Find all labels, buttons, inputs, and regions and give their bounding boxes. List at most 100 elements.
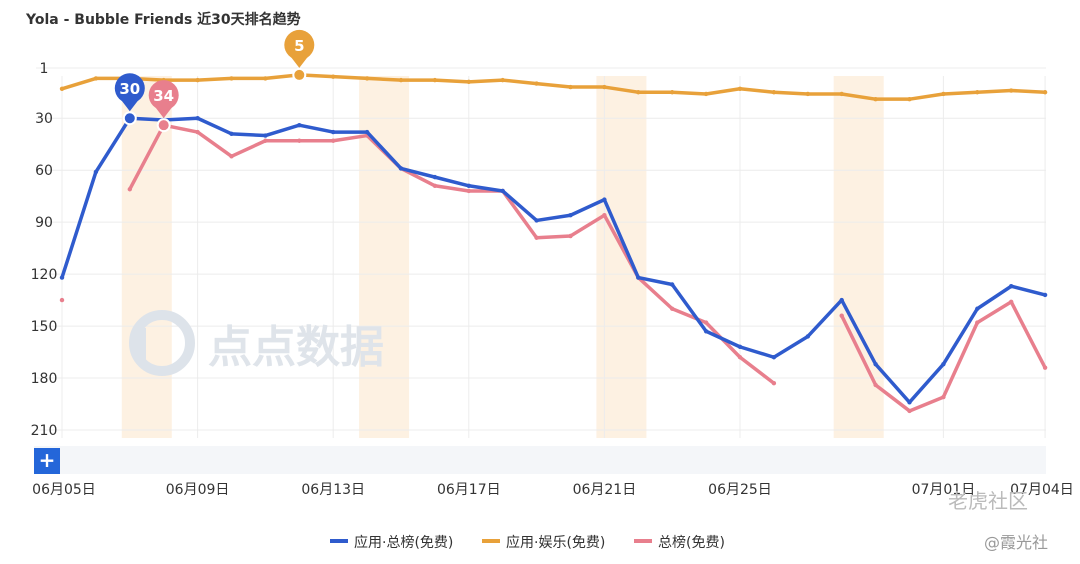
data-point[interactable] (1009, 284, 1014, 289)
data-point[interactable] (737, 86, 743, 91)
data-point[interactable] (670, 90, 675, 95)
data-point[interactable] (839, 313, 844, 318)
data-point[interactable] (941, 91, 946, 97)
data-point[interactable] (432, 174, 438, 180)
data-point[interactable] (229, 131, 234, 137)
data-point[interactable] (59, 275, 65, 280)
data-point[interactable] (771, 355, 777, 360)
data-point[interactable] (771, 90, 777, 95)
data-point[interactable] (737, 355, 743, 360)
data-point[interactable] (873, 96, 878, 102)
data-point[interactable] (873, 361, 878, 367)
data-point[interactable] (602, 213, 607, 218)
data-point[interactable] (873, 382, 878, 388)
data-point[interactable] (195, 77, 200, 83)
zoom-bar[interactable]: + (34, 446, 1046, 474)
data-point[interactable] (568, 233, 573, 239)
data-point[interactable] (839, 91, 844, 97)
data-point[interactable] (703, 91, 709, 97)
data-point[interactable] (364, 129, 370, 135)
data-point[interactable] (534, 81, 539, 86)
chart-title: Yola - Bubble Friends 近30天排名趋势 (25, 11, 301, 28)
data-point[interactable] (331, 74, 336, 79)
data-point[interactable] (297, 122, 302, 128)
data-point[interactable] (839, 297, 844, 303)
data-point[interactable] (771, 381, 777, 386)
watermark-brand: 点点数据 (208, 322, 384, 373)
data-point[interactable] (568, 213, 573, 218)
annotation-bubble-0: 30 (114, 73, 145, 126)
data-point[interactable] (466, 188, 471, 194)
data-point[interactable] (331, 129, 336, 135)
data-point[interactable] (907, 408, 912, 414)
data-point[interactable] (93, 169, 99, 175)
data-point[interactable] (398, 77, 404, 83)
data-point[interactable] (941, 361, 946, 367)
add-button-label[interactable]: + (39, 448, 56, 472)
data-point[interactable] (364, 76, 370, 81)
data-point[interactable] (636, 275, 641, 280)
data-point[interactable] (263, 138, 268, 143)
data-point[interactable] (59, 86, 65, 91)
data-point[interactable] (500, 188, 505, 194)
data-point[interactable] (466, 183, 471, 188)
data-point[interactable] (466, 79, 471, 85)
data-point[interactable] (1042, 365, 1048, 370)
data-point[interactable] (229, 76, 234, 81)
data-point[interactable] (93, 76, 99, 81)
data-point[interactable] (534, 235, 539, 240)
data-point[interactable] (805, 91, 810, 97)
series-line-2-seg-1 (128, 123, 776, 385)
legend-item-2[interactable]: 总榜(免费) (634, 534, 725, 551)
add-button[interactable] (34, 448, 60, 474)
data-point[interactable] (907, 96, 912, 102)
x-tick-label: 06月13日 (301, 482, 365, 498)
data-point[interactable] (805, 334, 810, 339)
legend-item-1[interactable]: 应用·娱乐(免费) (482, 534, 605, 551)
series-lines (59, 72, 1048, 414)
data-point[interactable] (602, 197, 607, 202)
data-point[interactable] (297, 138, 302, 143)
data-point[interactable] (975, 306, 980, 311)
data-point[interactable] (432, 77, 438, 83)
annotation-bubble-1: 34 (148, 80, 179, 133)
grid-lines (36, 67, 1046, 438)
y-tick-label: 120 (31, 267, 58, 283)
data-point[interactable] (229, 154, 234, 159)
data-point[interactable] (195, 129, 200, 135)
data-point[interactable] (534, 218, 539, 223)
data-point[interactable] (127, 187, 132, 192)
data-point[interactable] (500, 77, 505, 83)
data-point[interactable] (636, 90, 641, 95)
data-point[interactable] (975, 320, 980, 325)
data-point[interactable] (703, 329, 709, 334)
data-point[interactable] (1042, 292, 1048, 298)
data-point[interactable] (1009, 299, 1014, 305)
data-point[interactable] (432, 183, 438, 188)
data-point[interactable] (975, 90, 980, 95)
legend-item-0[interactable]: 应用·总榜(免费) (330, 534, 453, 551)
data-point[interactable] (602, 84, 607, 90)
watermark-logo: 点点数据 (129, 310, 384, 376)
data-point[interactable] (670, 306, 675, 311)
data-point[interactable] (398, 166, 404, 171)
series-line-1-seg-0 (60, 73, 1047, 101)
data-point[interactable] (331, 138, 336, 143)
data-point[interactable] (1042, 90, 1048, 95)
svg-text:34: 34 (153, 87, 174, 105)
annotation-bubbles: 30 34 5 (114, 29, 315, 133)
svg-text:30: 30 (119, 80, 140, 98)
data-point[interactable] (195, 116, 200, 121)
data-point[interactable] (568, 84, 573, 90)
data-point[interactable] (941, 394, 946, 400)
data-point[interactable] (737, 344, 743, 350)
data-point[interactable] (1009, 88, 1014, 93)
data-point[interactable] (670, 282, 675, 287)
data-point[interactable] (907, 400, 912, 405)
data-point[interactable] (703, 320, 709, 325)
data-point[interactable] (263, 133, 268, 138)
data-point[interactable] (59, 297, 65, 303)
legend-label: 应用·娱乐(免费) (506, 534, 605, 551)
y-tick-label: 1 (40, 61, 49, 77)
data-point[interactable] (263, 76, 268, 81)
